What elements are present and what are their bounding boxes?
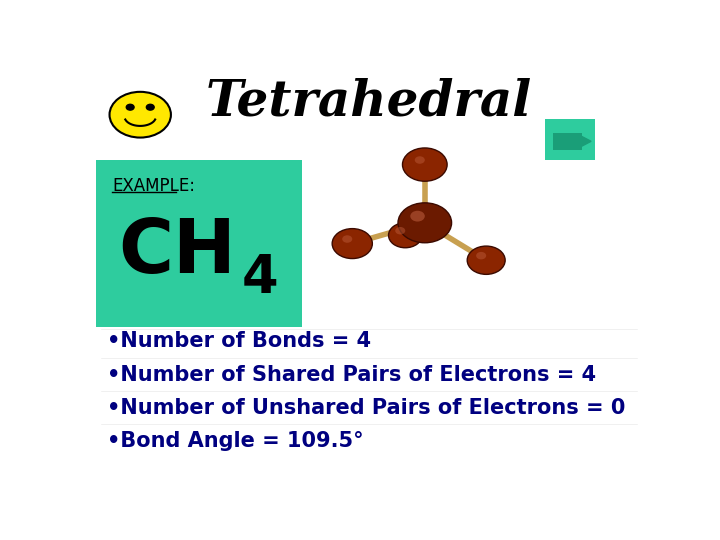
Text: EXAMPLE:: EXAMPLE: — [112, 177, 195, 195]
FancyBboxPatch shape — [552, 133, 582, 151]
Circle shape — [398, 203, 451, 243]
Circle shape — [332, 228, 372, 259]
Circle shape — [126, 104, 134, 110]
Polygon shape — [580, 136, 591, 147]
Text: Tetrahedral: Tetrahedral — [206, 78, 532, 127]
Text: •Bond Angle = 109.5°: •Bond Angle = 109.5° — [107, 431, 364, 451]
Circle shape — [146, 104, 154, 110]
Circle shape — [395, 227, 405, 234]
Circle shape — [342, 235, 352, 243]
Circle shape — [410, 211, 425, 221]
FancyBboxPatch shape — [96, 160, 302, 327]
Text: •Number of Unshared Pairs of Electrons = 0: •Number of Unshared Pairs of Electrons =… — [107, 398, 625, 418]
Text: CH: CH — [118, 217, 235, 289]
Circle shape — [415, 156, 425, 164]
FancyBboxPatch shape — [545, 119, 595, 160]
Circle shape — [109, 92, 171, 138]
Circle shape — [467, 246, 505, 274]
Circle shape — [389, 223, 422, 248]
Circle shape — [476, 252, 486, 259]
Text: •Number of Bonds = 4: •Number of Bonds = 4 — [107, 332, 371, 352]
Circle shape — [402, 148, 447, 181]
Text: 4: 4 — [242, 252, 279, 304]
Text: •Number of Shared Pairs of Electrons = 4: •Number of Shared Pairs of Electrons = 4 — [107, 364, 596, 384]
